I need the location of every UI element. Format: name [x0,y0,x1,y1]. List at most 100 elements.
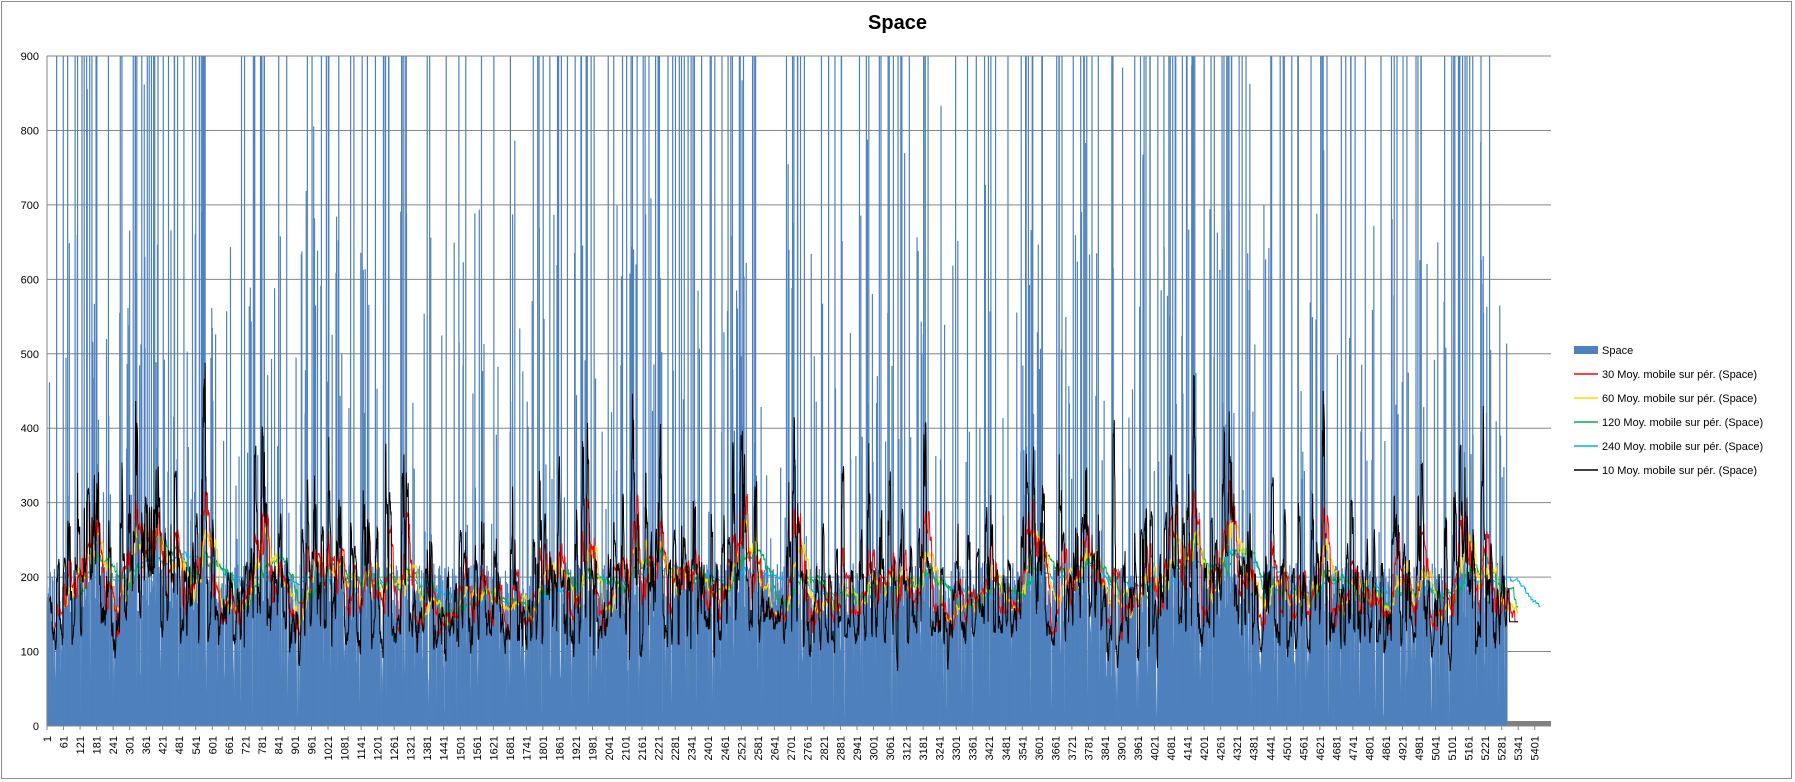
y-axis: 0 100 200 300 400 500 600 700 800 900 [21,51,48,733]
x-tick-label: 3181 [918,736,930,760]
x-tick-label: 1441 [439,736,451,760]
x-tick-label: 1381 [422,736,434,760]
x-tick-label: 1081 [340,736,352,760]
x-tick-label: 1201 [373,736,385,760]
bars-space [46,56,1551,726]
x-tick-label: 1741 [521,736,533,760]
x-tick-label: 181 [92,736,104,754]
x-tick-label: 661 [224,736,236,754]
x-tick-label: 4141 [1183,736,1195,760]
legend-label: 60 Moy. mobile sur pér. (Space) [1602,393,1757,405]
x-tick-label: 4441 [1265,736,1277,760]
x-tick-label: 4741 [1348,736,1360,760]
x-tick-label: 61 [59,736,71,748]
x-tick-label: 3361 [968,736,980,760]
x-tick-label: 3541 [1017,736,1029,760]
x-tick-label: 4021 [1150,736,1162,760]
x-tick-label: 901 [290,736,302,754]
x-tick-label: 5041 [1431,736,1443,760]
x-tick-label: 2281 [670,736,682,760]
y-tick-label: 800 [21,125,39,137]
x-tick-label: 3481 [1001,736,1013,760]
moving-average-lines [49,362,1541,671]
legend-label: Space [1602,345,1633,357]
x-tick-label: 121 [75,736,87,754]
x-tick-label: 1801 [538,736,550,760]
x-tick-label: 481 [174,736,186,754]
x-tick-label: 1501 [455,736,467,760]
y-tick-label: 900 [21,51,39,63]
x-tick-label: 4381 [1249,736,1261,760]
x-tick-label: 4261 [1216,736,1228,760]
x-tick-label: 3121 [902,736,914,760]
x-tick-label: 601 [207,736,219,754]
chart-title: Space [868,12,927,34]
x-tick-label: 2041 [604,736,616,760]
x-tick-label: 3601 [1034,736,1046,760]
x-tick-label: 2521 [736,736,748,760]
x-tick-label: 2881 [835,736,847,760]
series-line-60 [62,517,1519,627]
x-tick-label: 3721 [1067,736,1079,760]
x-tick-label: 961 [306,736,318,754]
legend-label: 240 Moy. mobile sur pér. (Space) [1602,441,1763,453]
x-tick-label: 5101 [1447,736,1459,760]
x-tick-label: 4621 [1315,736,1327,760]
x-tick-label: 3781 [1083,736,1095,760]
x-tick-label: 1021 [323,736,335,760]
x-tick-label: 2701 [786,736,798,760]
x-tick-label: 1561 [472,736,484,760]
x-tick-label: 4501 [1282,736,1294,760]
x-axis: 1 61 121 181 241 301 361 421 481 541 601 661 721 781 8… [42,725,1551,760]
x-tick-label: 2941 [852,736,864,760]
x-tick-label: 4081 [1166,736,1178,760]
x-tick-label: 1261 [389,736,401,760]
x-tick-label: 2641 [769,736,781,760]
y-tick-label: 100 [21,647,39,659]
y-tick-label: 300 [21,498,39,510]
x-tick-label: 421 [158,736,170,754]
x-tick-label: 2461 [720,736,732,760]
x-tick-label: 5221 [1480,736,1492,760]
x-tick-label: 4561 [1298,736,1310,760]
empty-tail [1507,721,1551,726]
x-tick-label: 4921 [1398,736,1410,760]
x-tick-label: 361 [141,736,153,754]
x-tick-label: 4681 [1331,736,1343,760]
x-tick-label: 2221 [654,736,666,760]
y-tick-label: 600 [21,274,39,286]
x-tick-label: 5281 [1497,736,1509,760]
x-tick-label: 5401 [1530,736,1542,760]
x-tick-label: 1141 [356,736,368,760]
x-tick-label: 301 [125,736,137,754]
x-tick-label: 3241 [935,736,947,760]
x-tick-label: 4321 [1232,736,1244,760]
y-tick-label: 500 [21,349,39,361]
x-tick-label: 2341 [687,736,699,760]
legend-label: 120 Moy. mobile sur pér. (Space) [1602,417,1763,429]
legend-label: 10 Moy. mobile sur pér. (Space) [1602,465,1757,477]
legend-label: 30 Moy. mobile sur pér. (Space) [1602,369,1757,381]
x-tick-label: 3841 [1100,736,1112,760]
gridlines [47,55,1551,727]
x-tick-label: 1681 [505,736,517,760]
x-tick-label: 3961 [1133,736,1145,760]
x-tick-label: 1981 [588,736,600,760]
y-tick-label: 0 [33,721,39,733]
x-tick-label: 3661 [1050,736,1062,760]
y-tick-label: 400 [21,423,39,435]
series-line-10 [49,362,1518,671]
x-tick-label: 4861 [1381,736,1393,760]
x-tick-label: 241 [108,736,120,754]
y-tick-label: 700 [21,200,39,212]
x-tick-label: 4981 [1414,736,1426,760]
x-tick-label: 841 [273,736,285,754]
x-tick-label: 2161 [637,736,649,760]
x-tick-label: 4801 [1364,736,1376,760]
x-tick-label: 5161 [1464,736,1476,760]
x-tick-label: 2401 [703,736,715,760]
x-tick-label: 3421 [984,736,996,760]
x-tick-label: 2581 [753,736,765,760]
x-tick-label: 1 [42,736,54,742]
